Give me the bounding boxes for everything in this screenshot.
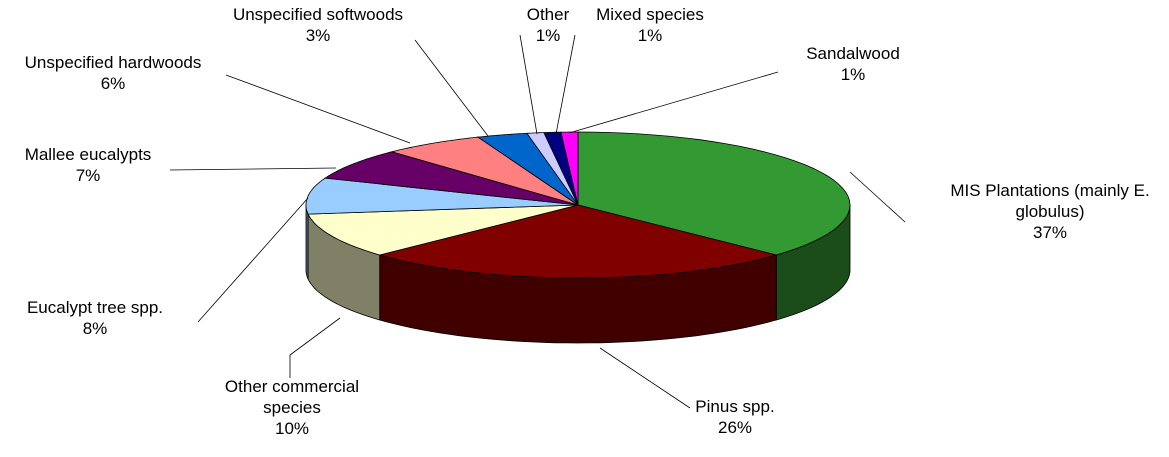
category-label: Other	[526, 5, 570, 24]
leader-line	[849, 171, 906, 223]
leader-line	[414, 39, 489, 137]
slice	[560, 131, 579, 206]
leader-line	[225, 74, 411, 144]
slice	[323, 151, 579, 206]
value-label: 37%	[1032, 223, 1068, 242]
slice-label: Unspecified softwoods 3%	[218, 4, 418, 46]
slice	[305, 177, 579, 215]
leader-line	[197, 197, 309, 323]
category-label: Mallee eucalypts	[24, 145, 152, 164]
value-label: 26%	[717, 418, 753, 437]
leader-line	[519, 34, 538, 135]
slice-label: Pinus spp. 26%	[665, 396, 805, 438]
slice	[307, 204, 579, 256]
value-label: 10%	[274, 419, 310, 438]
slice-label: Unspecified hardwoods 6%	[0, 52, 228, 94]
slice-label: Eucalypt tree spp. 8%	[0, 297, 195, 339]
leader-line	[568, 71, 779, 134]
category-label: Unspecified softwoods	[232, 5, 404, 24]
leader-line	[599, 347, 691, 409]
slice	[526, 132, 579, 206]
value-label: 1%	[840, 65, 866, 84]
slice-label: Other commercial species 10%	[197, 376, 387, 439]
value-label: 3%	[305, 26, 331, 45]
slice	[390, 136, 579, 206]
slice-label: Mallee eucalypts 7%	[0, 144, 178, 186]
value-label: 8%	[82, 319, 108, 338]
value-label: 6%	[100, 74, 126, 93]
slice-label: Mixed species 1%	[575, 4, 725, 46]
category-label: Sandalwood	[806, 44, 900, 63]
leader-line	[169, 167, 337, 171]
value-label: 1%	[535, 26, 561, 45]
slice-label: MIS Plantations (mainly E. globulus) 37%	[943, 180, 1158, 243]
slice	[378, 204, 778, 279]
value-label: 7%	[75, 166, 101, 185]
category-label: Pinus spp.	[695, 397, 775, 416]
value-label: 1%	[637, 26, 663, 45]
slice	[577, 131, 851, 256]
category-label: Eucalypt tree spp.	[26, 298, 164, 317]
slice-side	[305, 205, 309, 280]
category-label: Mixed species	[596, 5, 704, 24]
leader-line	[555, 34, 576, 135]
slice-label: Other 1%	[508, 4, 588, 46]
leader-line	[289, 317, 341, 378]
category-label: Other commercial species	[224, 377, 360, 417]
slice	[476, 132, 579, 206]
slice	[543, 131, 579, 206]
slice-label: Sandalwood 1%	[783, 43, 923, 85]
category-label: MIS Plantations (mainly E. globulus)	[950, 181, 1150, 221]
category-label: Unspecified hardwoods	[24, 53, 202, 72]
